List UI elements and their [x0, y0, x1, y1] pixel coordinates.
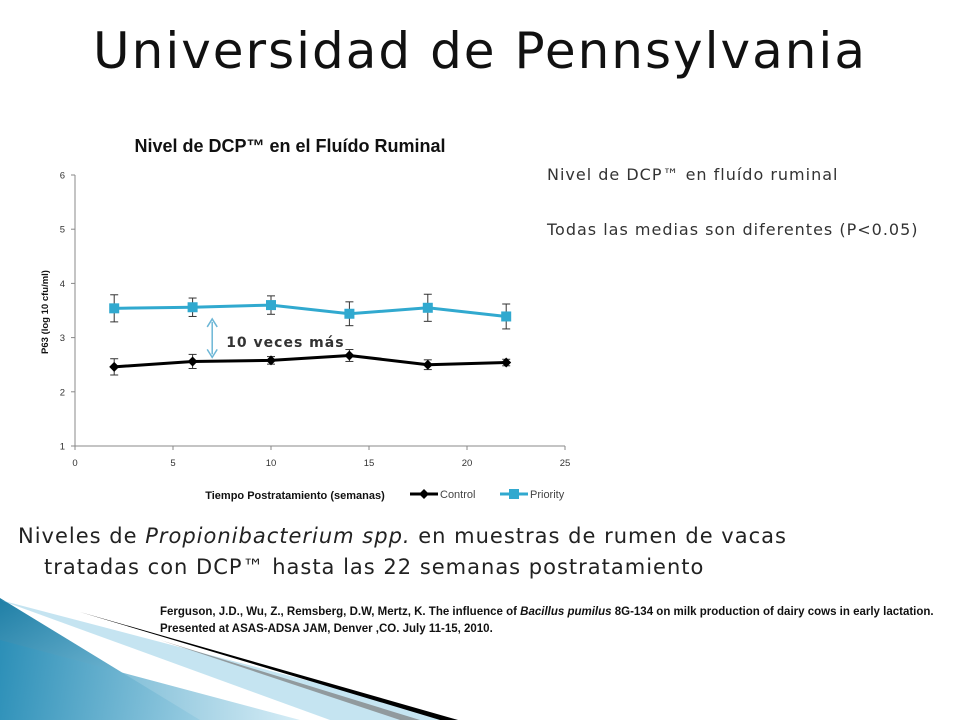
- side-note-level: Nivel de DCP™ en fluído ruminal: [547, 165, 839, 184]
- x-tick-label: 20: [462, 458, 473, 469]
- slide-caption: Niveles de Propionibacterium spp. en mue…: [18, 521, 948, 583]
- annotation: 10 veces más: [206, 317, 344, 359]
- data-point-priority: [422, 302, 433, 313]
- chart-ticks: 1 2 3 4 5 6 0 5 10 15 20 25: [60, 171, 571, 470]
- legend-marker: [419, 489, 429, 499]
- series-line-priority: [114, 303, 507, 318]
- series-line-control: [114, 353, 507, 369]
- reference-species: Bacillus pumilus: [520, 606, 612, 618]
- caption-species: Propionibacterium spp.: [145, 524, 411, 548]
- chart-legend: Control Priority: [410, 489, 565, 501]
- data-point-priority: [109, 303, 120, 314]
- data-point-control: [344, 350, 355, 361]
- series-control: [109, 349, 512, 376]
- caption-line1-rest: en muestras de rumen de vacas: [410, 524, 787, 548]
- data-point-control: [187, 356, 198, 367]
- annotation-arrow-head-bottom: [206, 348, 218, 359]
- slide-title: Universidad de Pennsylvania: [93, 22, 867, 80]
- y-axis-label: P63 (log 10 cfu/ml): [40, 270, 51, 354]
- legend-item-priority: Priority: [500, 489, 565, 501]
- x-tick-label: 10: [266, 458, 277, 469]
- x-tick-label: 5: [170, 458, 175, 469]
- decorative-corner-stripes: [0, 598, 458, 720]
- legend-label: Control: [440, 489, 475, 501]
- y-tick-label: 2: [60, 387, 65, 398]
- line-chart: 1 2 3 4 5 6 0 5 10 15 20 25 P63 (log 10 cfu/ml) Tie…: [40, 171, 571, 503]
- data-point-control: [501, 357, 512, 368]
- y-tick-label: 5: [60, 225, 65, 236]
- chart-title: Nivel de DCP™ en el Fluído Ruminal: [134, 136, 446, 156]
- data-point-priority: [344, 308, 355, 319]
- reference-prefix: Ferguson, J.D., Wu, Z., Remsberg, D.W, M…: [160, 606, 521, 618]
- series-priority: [109, 293, 512, 330]
- data-point-priority: [501, 311, 512, 322]
- y-tick-label: 6: [60, 171, 65, 182]
- x-tick-label: 25: [560, 458, 571, 469]
- data-point-control: [266, 355, 276, 366]
- x-tick-label: 15: [364, 458, 375, 469]
- x-tick-label: 0: [72, 458, 77, 469]
- annotation-arrow-head-top: [206, 317, 218, 328]
- reference-citation: Ferguson, J.D., Wu, Z., Remsberg, D.W, M…: [160, 604, 940, 638]
- annotation-label: 10 veces más: [226, 335, 344, 351]
- y-tick-label: 3: [60, 333, 65, 344]
- reference-rest: 8G-134 on milk production of dairy cows …: [160, 606, 934, 635]
- y-tick-label: 4: [60, 279, 65, 290]
- data-point-control: [422, 359, 433, 370]
- legend-label: Priority: [530, 489, 565, 501]
- data-point-priority: [187, 302, 198, 313]
- data-point-priority: [266, 300, 276, 311]
- data-point-control: [109, 361, 120, 372]
- caption-line2: tratadas con DCP™ hasta las 22 semanas p…: [44, 555, 705, 579]
- legend-marker: [509, 489, 519, 499]
- x-axis-label: Tiempo Postratamiento (semanas): [205, 490, 385, 502]
- chart-series: [109, 293, 512, 376]
- legend-item-control: Control: [410, 489, 475, 501]
- caption-prefix: Niveles de: [18, 524, 146, 548]
- side-note-significance: Todas las medias son diferentes (P<0.05): [547, 220, 919, 239]
- chart-axes: [74, 175, 565, 447]
- y-tick-label: 1: [60, 442, 65, 453]
